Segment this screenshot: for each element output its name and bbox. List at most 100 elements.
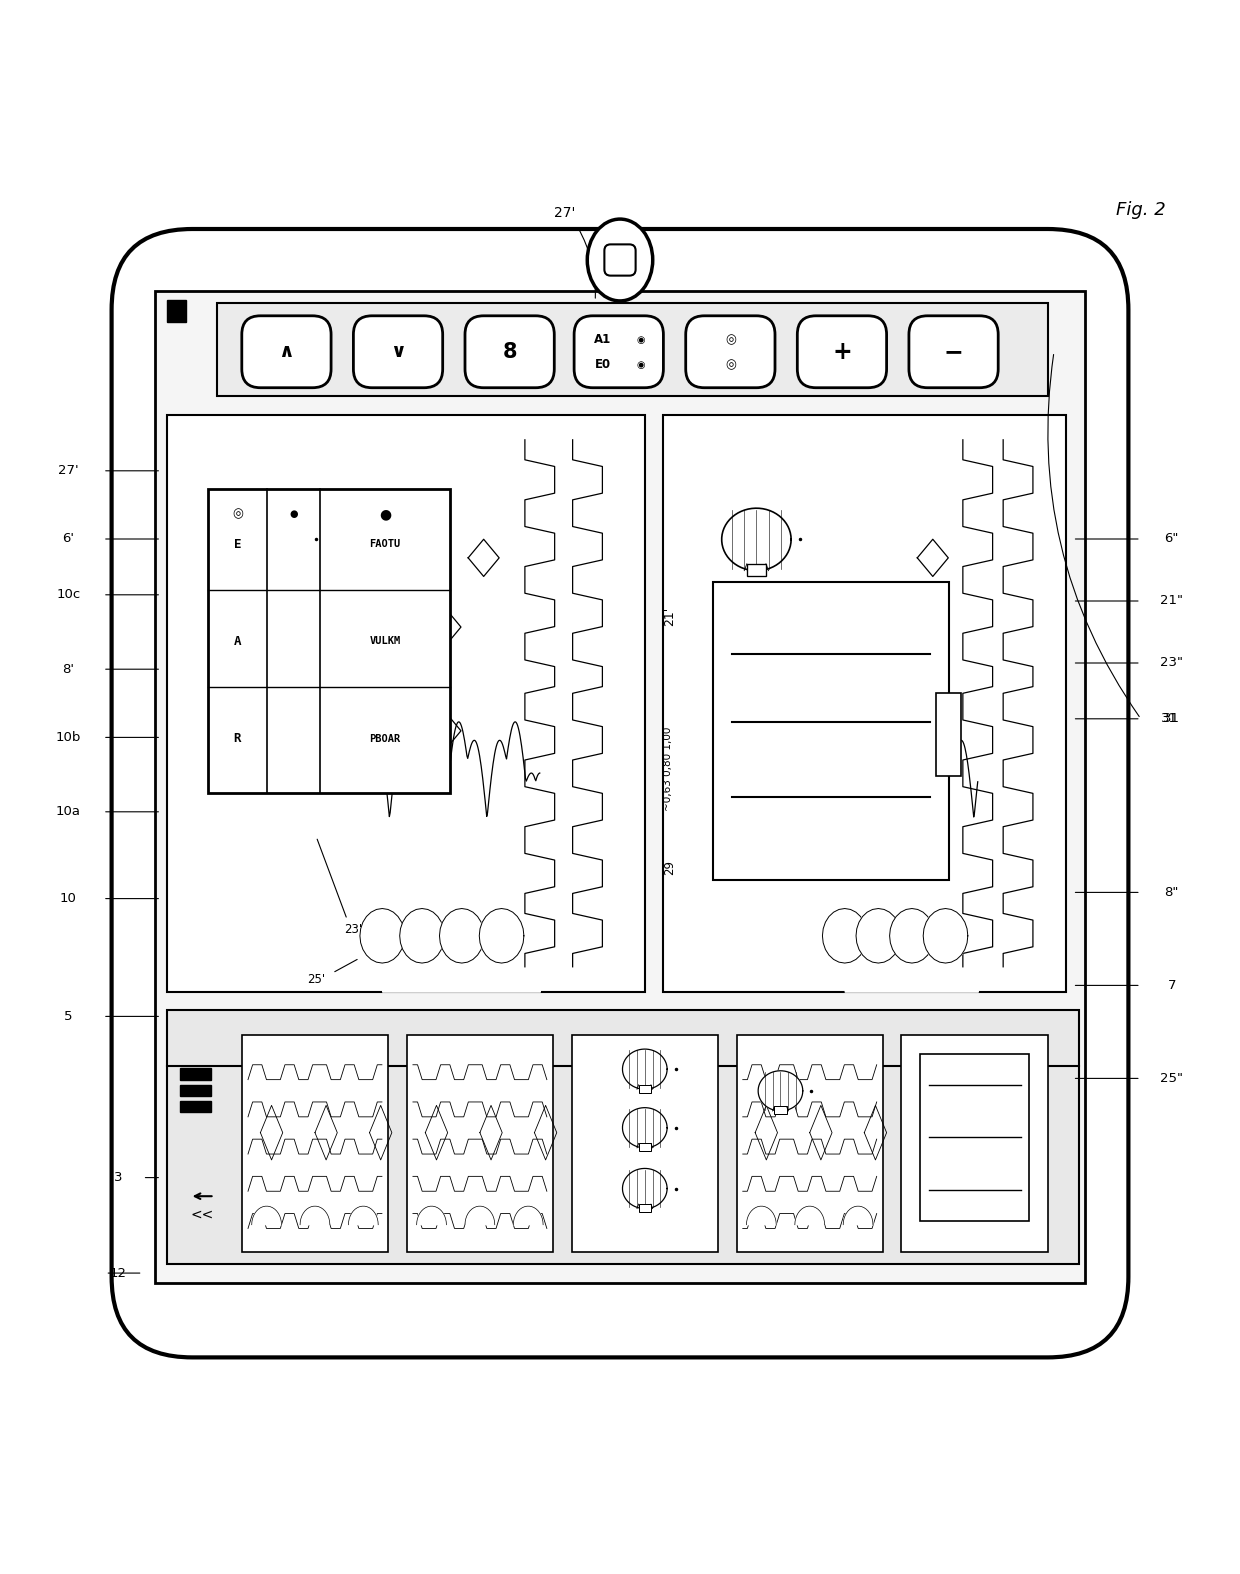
Bar: [737, 1036, 883, 1251]
Text: 10b: 10b: [56, 730, 81, 745]
Ellipse shape: [588, 219, 652, 301]
Polygon shape: [513, 1206, 543, 1225]
Text: 10a: 10a: [56, 806, 81, 818]
Text: ◉: ◉: [637, 360, 645, 370]
Polygon shape: [439, 908, 484, 963]
Bar: [217, 304, 1048, 397]
Text: Fig. 2: Fig. 2: [1116, 201, 1166, 219]
Text: PBOAR: PBOAR: [370, 733, 401, 743]
FancyBboxPatch shape: [465, 316, 554, 387]
Text: ◉: ◉: [637, 335, 645, 345]
Bar: [901, 1036, 1048, 1251]
Text: +: +: [832, 340, 852, 364]
Polygon shape: [795, 1206, 825, 1225]
Polygon shape: [360, 908, 404, 963]
FancyBboxPatch shape: [242, 316, 331, 387]
Bar: [639, 1143, 651, 1151]
Text: ∨: ∨: [391, 342, 405, 362]
Bar: [167, 416, 645, 992]
Text: ~0,63 0,80 1,00: ~0,63 0,80 1,00: [663, 726, 673, 811]
Polygon shape: [479, 908, 523, 963]
Bar: [639, 1084, 651, 1092]
Bar: [774, 1107, 786, 1114]
Text: 7: 7: [1168, 979, 1176, 992]
Text: 6": 6": [1164, 532, 1179, 546]
Text: 3: 3: [114, 1171, 122, 1184]
FancyBboxPatch shape: [604, 244, 636, 275]
Polygon shape: [843, 1206, 873, 1225]
Text: 23": 23": [1161, 656, 1183, 669]
Polygon shape: [399, 908, 444, 963]
Text: E0: E0: [595, 359, 611, 371]
Polygon shape: [252, 1206, 281, 1225]
Polygon shape: [622, 1050, 667, 1089]
Polygon shape: [622, 1168, 667, 1209]
FancyBboxPatch shape: [686, 316, 775, 387]
Text: <<: <<: [191, 1207, 213, 1221]
Text: 29: 29: [663, 859, 676, 875]
Bar: [263, 563, 283, 576]
Text: ∧: ∧: [279, 342, 294, 362]
Text: 25': 25': [308, 973, 325, 985]
Polygon shape: [746, 1206, 776, 1225]
Text: 31: 31: [1161, 713, 1178, 726]
Bar: [167, 299, 186, 323]
Text: 21': 21': [663, 608, 676, 626]
Bar: [180, 1100, 211, 1111]
Bar: [936, 693, 961, 776]
Text: 6': 6': [62, 532, 74, 546]
Bar: [155, 291, 1085, 1283]
Polygon shape: [923, 908, 967, 963]
FancyBboxPatch shape: [909, 316, 998, 387]
Text: 10: 10: [60, 892, 77, 905]
Text: A1: A1: [594, 334, 611, 346]
Bar: [167, 1011, 1079, 1264]
Polygon shape: [856, 908, 900, 963]
Bar: [572, 1036, 718, 1251]
Polygon shape: [300, 1206, 330, 1225]
Bar: [180, 1069, 211, 1080]
Text: VULKM: VULKM: [370, 636, 401, 647]
FancyBboxPatch shape: [353, 316, 443, 387]
Text: A: A: [233, 634, 242, 648]
Bar: [407, 1036, 553, 1251]
Text: E: E: [233, 538, 242, 551]
Text: ●: ●: [289, 510, 298, 519]
FancyBboxPatch shape: [797, 316, 887, 387]
Text: 27': 27': [58, 464, 78, 477]
Polygon shape: [348, 1206, 378, 1225]
Text: ●: ●: [379, 507, 391, 521]
Bar: [663, 416, 1066, 992]
Polygon shape: [417, 1206, 446, 1225]
Text: ◎: ◎: [725, 334, 735, 346]
Polygon shape: [722, 508, 791, 571]
Text: 12: 12: [109, 1267, 126, 1280]
Text: 8": 8": [1164, 886, 1179, 899]
FancyBboxPatch shape: [112, 228, 1128, 1357]
Text: 25": 25": [1161, 1072, 1183, 1084]
Text: −: −: [944, 340, 963, 364]
Text: 10c: 10c: [56, 589, 81, 601]
Polygon shape: [238, 508, 308, 571]
Text: R: R: [233, 732, 242, 745]
Polygon shape: [465, 1206, 495, 1225]
Polygon shape: [822, 908, 867, 963]
Polygon shape: [889, 908, 934, 963]
Bar: [180, 1084, 211, 1096]
Text: ◎: ◎: [725, 359, 735, 371]
Text: 23': 23': [345, 922, 362, 937]
Bar: [920, 1053, 1029, 1221]
Text: 31: 31: [1163, 713, 1180, 726]
Text: 5: 5: [64, 1011, 72, 1023]
Text: 21": 21": [1161, 595, 1183, 608]
Bar: [242, 1036, 388, 1251]
Text: FAOTU: FAOTU: [370, 538, 401, 549]
Bar: [746, 563, 766, 576]
Bar: [713, 582, 949, 880]
Polygon shape: [758, 1070, 802, 1111]
Text: ◎: ◎: [232, 508, 243, 521]
Text: 8: 8: [502, 342, 517, 362]
Bar: [208, 490, 450, 793]
Polygon shape: [622, 1108, 667, 1147]
FancyBboxPatch shape: [574, 316, 663, 387]
